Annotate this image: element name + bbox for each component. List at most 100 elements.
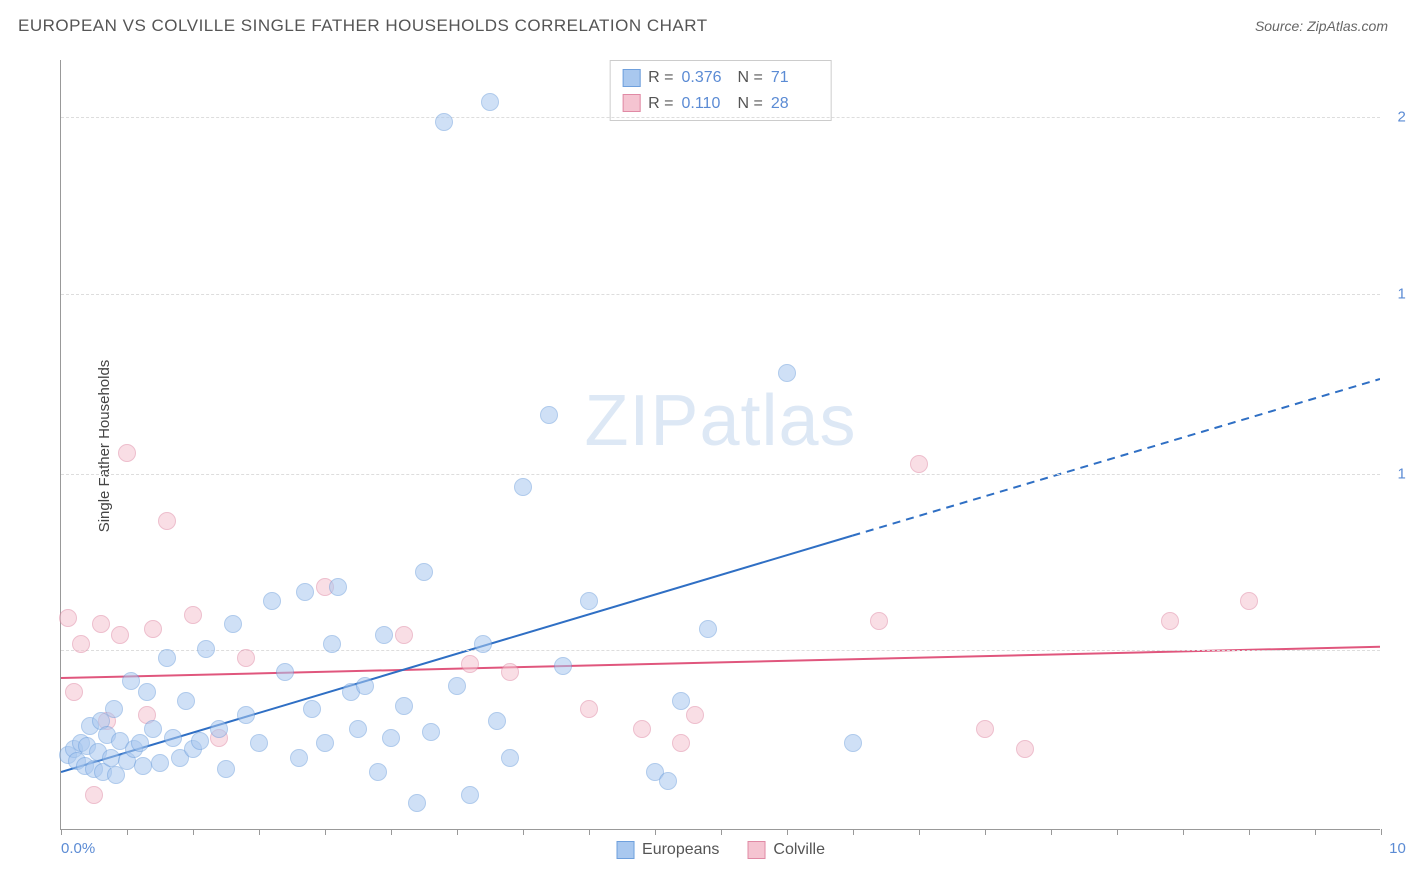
point-colville <box>1240 592 1258 610</box>
swatch-colville <box>622 94 640 112</box>
point-colville <box>633 720 651 738</box>
point-europeans <box>263 592 281 610</box>
x-tick <box>1183 829 1184 835</box>
point-colville <box>395 626 413 644</box>
source-attribution: Source: ZipAtlas.com <box>1255 18 1388 34</box>
point-colville <box>1016 740 1034 758</box>
x-tick <box>1315 829 1316 835</box>
point-europeans <box>448 677 466 695</box>
x-tick <box>1117 829 1118 835</box>
legend-swatch-colville <box>747 841 765 859</box>
x-tick <box>589 829 590 835</box>
point-colville <box>72 635 90 653</box>
x-tick <box>127 829 128 835</box>
point-europeans <box>554 657 572 675</box>
point-colville <box>65 683 83 701</box>
point-europeans <box>237 706 255 724</box>
point-europeans <box>290 749 308 767</box>
x-tick <box>853 829 854 835</box>
point-colville <box>184 606 202 624</box>
point-colville <box>92 615 110 633</box>
point-colville <box>144 620 162 638</box>
trend-lines <box>61 60 1380 829</box>
point-europeans <box>422 723 440 741</box>
point-europeans <box>501 749 519 767</box>
legend-item-colville: Colville <box>747 841 825 859</box>
point-colville <box>85 786 103 804</box>
point-europeans <box>415 563 433 581</box>
point-europeans <box>144 720 162 738</box>
point-europeans <box>138 683 156 701</box>
x-tick <box>259 829 260 835</box>
point-europeans <box>105 700 123 718</box>
watermark: ZIPatlas <box>584 380 856 462</box>
point-europeans <box>276 663 294 681</box>
gridline <box>61 474 1380 475</box>
y-tick-label: 18.8% <box>1385 285 1406 302</box>
scatter-plot-area: ZIPatlas R = 0.376 N = 71 R = 0.110 N = … <box>60 60 1380 830</box>
x-tick <box>523 829 524 835</box>
point-colville <box>580 700 598 718</box>
x-tick <box>985 829 986 835</box>
point-colville <box>111 626 129 644</box>
gridline <box>61 117 1380 118</box>
x-tick <box>325 829 326 835</box>
point-europeans <box>177 692 195 710</box>
series-legend: Europeans Colville <box>616 841 825 859</box>
stats-row-europeans: R = 0.376 N = 71 <box>622 65 819 91</box>
point-colville <box>910 455 928 473</box>
y-tick-label: 25.0% <box>1385 109 1406 126</box>
x-tick <box>61 829 62 835</box>
point-colville <box>686 706 704 724</box>
x-tick <box>655 829 656 835</box>
point-europeans <box>540 406 558 424</box>
x-axis-min-label: 0.0% <box>61 840 95 857</box>
swatch-europeans <box>622 69 640 87</box>
point-colville <box>59 609 77 627</box>
point-europeans <box>408 794 426 812</box>
point-europeans <box>164 729 182 747</box>
point-europeans <box>672 692 690 710</box>
point-europeans <box>699 620 717 638</box>
x-tick <box>721 829 722 835</box>
x-tick <box>1051 829 1052 835</box>
point-colville <box>158 512 176 530</box>
point-europeans <box>659 772 677 790</box>
x-tick <box>787 829 788 835</box>
point-europeans <box>778 364 796 382</box>
point-europeans <box>303 700 321 718</box>
point-europeans <box>349 720 367 738</box>
y-tick-label: 12.5% <box>1385 465 1406 482</box>
point-europeans <box>158 649 176 667</box>
x-tick <box>391 829 392 835</box>
x-axis-max-label: 100.0% <box>1389 840 1406 857</box>
point-europeans <box>435 113 453 131</box>
point-europeans <box>382 729 400 747</box>
point-colville <box>461 655 479 673</box>
point-europeans <box>224 615 242 633</box>
point-europeans <box>296 583 314 601</box>
point-europeans <box>844 734 862 752</box>
point-europeans <box>580 592 598 610</box>
correlation-stats-box: R = 0.376 N = 71 R = 0.110 N = 28 <box>609 60 832 121</box>
point-europeans <box>356 677 374 695</box>
point-colville <box>672 734 690 752</box>
x-tick <box>1381 829 1382 835</box>
x-tick <box>919 829 920 835</box>
legend-item-europeans: Europeans <box>616 841 719 859</box>
x-tick <box>193 829 194 835</box>
point-colville <box>501 663 519 681</box>
point-europeans <box>122 672 140 690</box>
point-europeans <box>217 760 235 778</box>
point-europeans <box>488 712 506 730</box>
gridline <box>61 294 1380 295</box>
point-europeans <box>369 763 387 781</box>
point-europeans <box>210 720 228 738</box>
stats-row-colville: R = 0.110 N = 28 <box>622 91 819 117</box>
point-colville <box>237 649 255 667</box>
point-europeans <box>250 734 268 752</box>
point-europeans <box>197 640 215 658</box>
point-colville <box>118 444 136 462</box>
chart-title: EUROPEAN VS COLVILLE SINGLE FATHER HOUSE… <box>18 16 708 36</box>
point-europeans <box>461 786 479 804</box>
